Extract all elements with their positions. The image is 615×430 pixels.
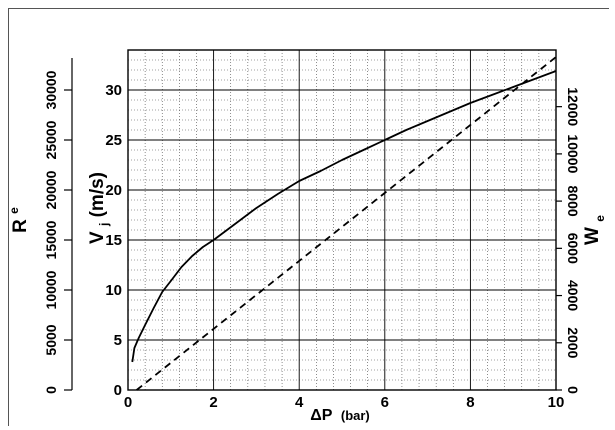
y-outer-axis-main: R: [10, 219, 31, 233]
grid: [128, 50, 556, 390]
y-outer-tick-label: 5000: [43, 324, 59, 355]
y-outer-axis-label: R e: [7, 207, 31, 233]
series-line-2: [136, 56, 557, 391]
y-right-tick-label: 8000: [565, 186, 581, 217]
series-group: [131, 56, 557, 391]
y-right-tick-label: 0: [565, 386, 581, 394]
x-tick-label: 8: [466, 394, 474, 411]
y-right-axis-main: W: [582, 227, 603, 245]
y-right-axis-label: W e: [582, 215, 607, 245]
y-right-axis-sub: e: [593, 215, 607, 222]
y-inner-tick-label: 20: [105, 182, 122, 199]
y-outer-axis-sub: e: [7, 207, 21, 214]
y-outer-tick-label: 25000: [43, 120, 59, 159]
x-tick-label: 6: [381, 394, 389, 411]
y-inner-tick-label: 10: [105, 282, 122, 299]
y-right-tick-label: 10000: [565, 134, 581, 173]
y-inner-axis-main: V: [87, 231, 108, 244]
y-inner-tick-label: 25: [105, 132, 122, 149]
tick-labels: 0 2 4 6 8 10051015202530050001000015000200002…: [43, 70, 581, 411]
figure-frame: [8, 8, 609, 426]
y-outer-tick-label: 10000: [43, 270, 59, 309]
x-tick-label: 10: [548, 394, 565, 411]
y-inner-tick-label: 0: [114, 382, 122, 399]
y-inner-tick-label: 5: [114, 332, 122, 349]
y-outer-tick-label: 15000: [43, 220, 59, 259]
y-inner-tick-label: 30: [105, 82, 122, 99]
y-inner-axis-sub: j: [97, 223, 111, 227]
x-axis-unit: (bar): [341, 408, 370, 423]
y-inner-axis-unit: (m/s): [87, 172, 108, 217]
ticks: [64, 58, 562, 391]
plot-area: [127, 49, 557, 391]
y-inner-tick-label: 15: [105, 232, 122, 249]
x-tick-label: 0: [124, 394, 132, 411]
x-axis-symbol: ΔP: [310, 407, 333, 424]
x-tick-label: 2: [209, 394, 217, 411]
y-inner-axis-label: V j (m/s): [87, 172, 113, 244]
y-right-tick-label: 6000: [565, 233, 581, 264]
y-outer-tick-label: 0: [43, 386, 59, 394]
series-line-1: [131, 70, 557, 363]
x-tick-label: 4: [295, 394, 304, 411]
y-right-tick-label: 4000: [565, 280, 581, 311]
x-axis-label: ΔP (bar): [310, 407, 370, 424]
y-right-tick-label: 12000: [565, 87, 581, 126]
y-outer-tick-label: 30000: [43, 70, 59, 109]
y-right-tick-label: 2000: [565, 327, 581, 358]
y-outer-tick-label: 20000: [43, 170, 59, 209]
